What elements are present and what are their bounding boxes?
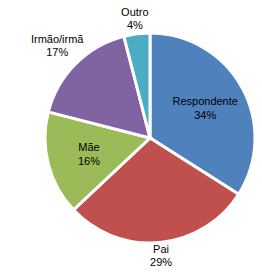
svg-text:Irmão/irmã17%: Irmão/irmã17%	[31, 33, 84, 58]
svg-text:Outro4%: Outro4%	[121, 6, 149, 31]
svg-text:Mãe16%: Mãe16%	[78, 141, 100, 166]
svg-text:Respondente34%: Respondente34%	[172, 95, 237, 120]
svg-text:Pai29%: Pai29%	[150, 243, 172, 268]
